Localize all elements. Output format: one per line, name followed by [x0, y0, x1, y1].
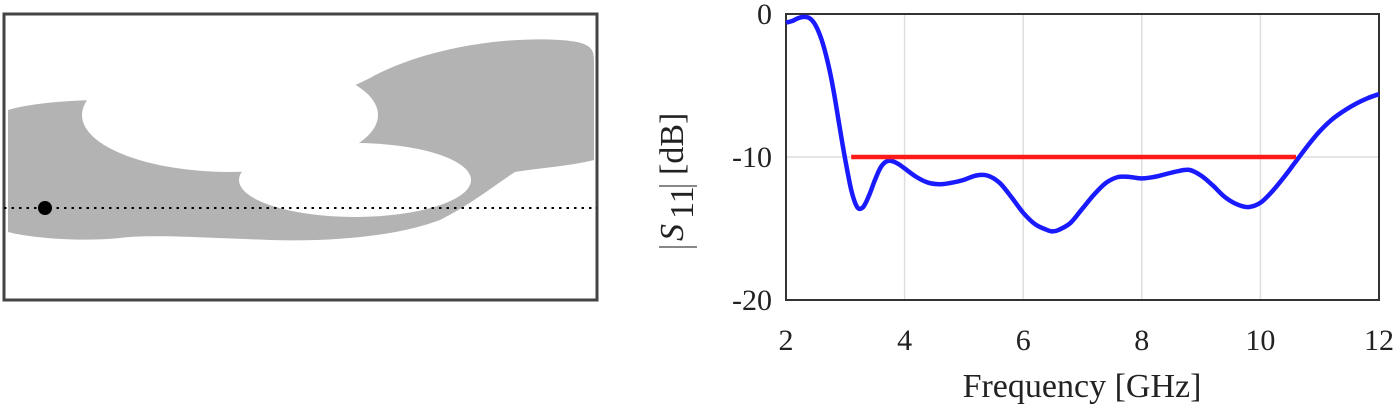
- x-tick-label-5: 12: [1364, 324, 1394, 357]
- slot-cutout-lower: [239, 143, 471, 217]
- x-tick-label-3: 8: [1134, 324, 1149, 357]
- series-line-0: [785, 14, 1380, 234]
- ylabel-abs-bar-right: [659, 185, 697, 187]
- ylabel-unit: [dB]: [654, 113, 691, 175]
- x-axis-title: Frequency [GHz]: [963, 368, 1202, 405]
- y-tick-label-2: -20: [732, 284, 772, 317]
- y-tick-label-1: -10: [732, 141, 772, 174]
- x-tick-labels: 2 4 6 8 10 12: [779, 324, 1395, 357]
- antenna-geometry-icon: [4, 39, 597, 241]
- y-axis-title: S 11 [dB]: [654, 113, 701, 248]
- x-tick-label-1: 4: [897, 324, 912, 357]
- ylabel-subscript: 11: [664, 186, 701, 219]
- x-tick-label-2: 6: [1016, 324, 1031, 357]
- series-layer: [785, 14, 1380, 234]
- plot-area-frame: [785, 13, 1380, 301]
- ylabel-symbol: S: [654, 224, 691, 241]
- y-tick-label-0: 0: [757, 0, 772, 31]
- y-tick-labels: 0 -10 -20: [732, 0, 772, 317]
- x-tick-label-0: 2: [779, 324, 794, 357]
- x-tick-label-4: 10: [1245, 324, 1275, 357]
- feed-point-marker: [38, 201, 52, 215]
- s11-chart: 2 4 6 8 10 12 0 -10 -20 Frequency [GHz] S 11 [d…: [654, 0, 1394, 405]
- slot-cutout-upper: [82, 58, 378, 172]
- ylabel-abs-bar-left: [659, 246, 697, 248]
- antenna-layout-panel: [2, 12, 599, 302]
